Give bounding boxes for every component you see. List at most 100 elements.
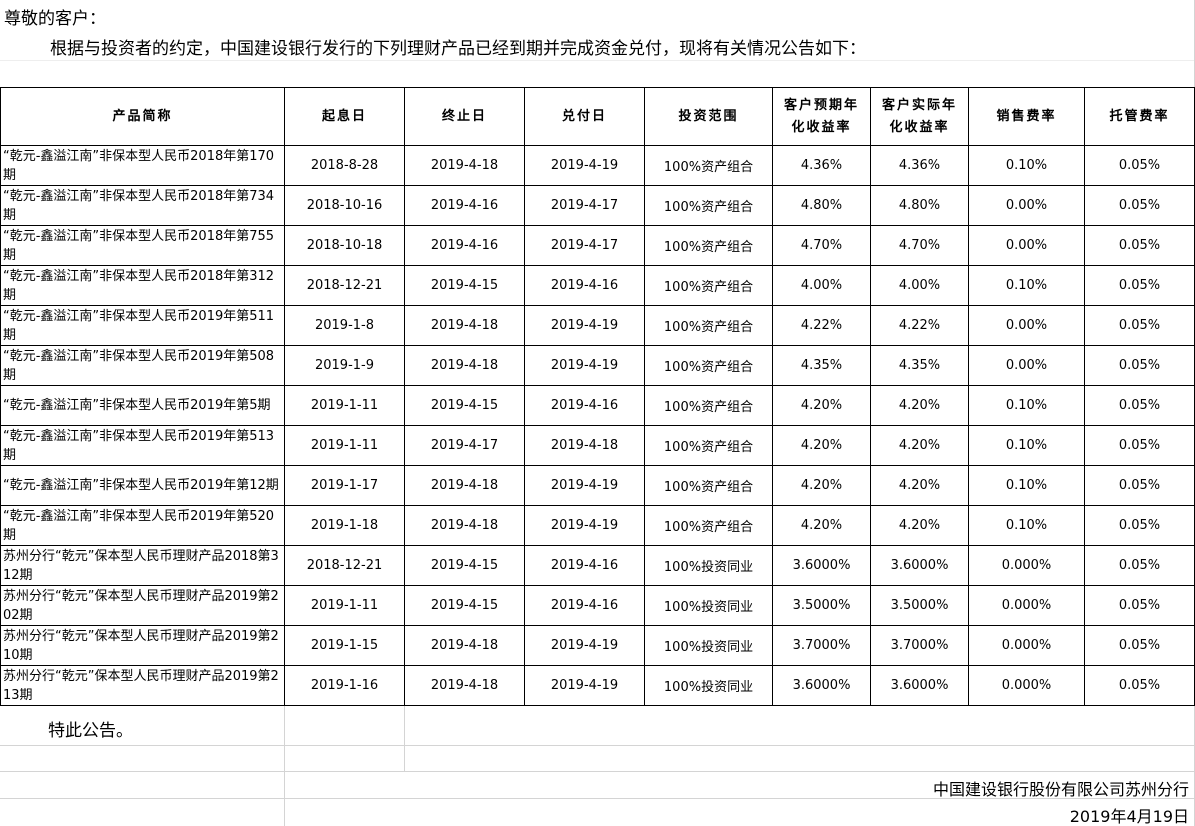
cell-product-name: “乾元-鑫溢江南”非保本型人民币2019年第12期 — [0, 465, 285, 506]
cell-end-date: 2019-4-18 — [404, 625, 525, 666]
cell-expected-yield: 4.20% — [772, 465, 871, 506]
gridline — [0, 60, 1195, 61]
header-start-date: 起息日 — [284, 87, 405, 146]
table-row: “乾元-鑫溢江南”非保本型人民币2019年第508期 2019-1-9 2019-4… — [0, 345, 1195, 386]
header-end-date: 终止日 — [404, 87, 525, 146]
cell-end-date: 2019-4-15 — [404, 545, 525, 586]
header-row: 产品简称 起息日 终止日 兑付日 投资范围 客户预期年化收益率 客户实际年化收益率 销售费率托… — [0, 87, 1195, 146]
cell-payment-date: 2019-4-16 — [524, 545, 645, 586]
cell-sales-fee: 0.00% — [968, 185, 1085, 226]
cell-expected-yield: 4.00% — [772, 265, 871, 306]
cell-start-date: 2019-1-11 — [284, 385, 405, 426]
cell-start-date: 2019-1-18 — [284, 505, 405, 546]
table-row: “乾元-鑫溢江南”非保本型人民币2018年第312期 2018-12-21 2019… — [0, 265, 1195, 306]
cell-payment-date: 2019-4-19 — [524, 305, 645, 346]
cell-actual-yield: 4.20% — [870, 425, 969, 466]
table-row: “乾元-鑫溢江南”非保本型人民币2018年第755期 2018-10-18 2019… — [0, 225, 1195, 266]
cell-expected-yield: 4.35% — [772, 345, 871, 386]
cell-product-name: 苏州分行“乾元”保本型人民币理财产品2019第213期 — [0, 665, 285, 706]
cell-custody-fee: 0.05% — [1084, 585, 1195, 626]
cell-sales-fee: 0.000% — [968, 585, 1085, 626]
cell-product-name: “乾元-鑫溢江南”非保本型人民币2018年第170期 — [0, 145, 285, 186]
cell-product-name: “乾元-鑫溢江南”非保本型人民币2018年第755期 — [0, 225, 285, 266]
cell-sales-fee: 0.10% — [968, 425, 1085, 466]
cell-start-date: 2018-12-21 — [284, 545, 405, 586]
issuer-name: 中国建设银行股份有限公司苏州分行 — [932, 780, 1189, 799]
cell-investment-scope: 100%投资同业 — [644, 665, 773, 706]
cell-expected-yield: 4.36% — [772, 145, 871, 186]
cell-sales-fee: 0.10% — [968, 465, 1085, 506]
header-investment-scope: 投资范围 — [644, 87, 773, 146]
cell-payment-date: 2019-4-19 — [524, 505, 645, 546]
cell-start-date: 2018-10-18 — [284, 225, 405, 266]
cell-start-date: 2019-1-11 — [284, 585, 405, 626]
cell-payment-date: 2019-4-19 — [524, 345, 645, 386]
cell-investment-scope: 100%资产组合 — [644, 185, 773, 226]
cell-investment-scope: 100%资产组合 — [644, 305, 773, 346]
table-row: “乾元-鑫溢江南”非保本型人民币2019年第12期 2019-1-17 2019-4… — [0, 465, 1195, 506]
cell-end-date: 2019-4-17 — [404, 425, 525, 466]
table-row: 苏州分行“乾元”保本型人民币理财产品2019第202期 2019-1-11 2019… — [0, 585, 1195, 626]
cell-product-name: “乾元-鑫溢江南”非保本型人民币2019年第5期 — [0, 385, 285, 426]
cell-custody-fee: 0.05% — [1084, 385, 1195, 426]
cell-investment-scope: 100%投资同业 — [644, 585, 773, 626]
cell-actual-yield: 4.35% — [870, 345, 969, 386]
cell-start-date: 2019-1-15 — [284, 625, 405, 666]
cell-end-date: 2019-4-15 — [404, 385, 525, 426]
table-row: 苏州分行“乾元”保本型人民币理财产品2018第312期 2018-12-21 201… — [0, 545, 1195, 586]
cell-investment-scope: 100%资产组合 — [644, 225, 773, 266]
cell-end-date: 2019-4-15 — [404, 585, 525, 626]
cell-end-date: 2019-4-18 — [404, 345, 525, 386]
header-custody-fee: 托管费率 — [1084, 87, 1195, 146]
cell-investment-scope: 100%资产组合 — [644, 465, 773, 506]
cell-end-date: 2019-4-15 — [404, 265, 525, 306]
cell-payment-date: 2019-4-16 — [524, 385, 645, 426]
table-row: “乾元-鑫溢江南”非保本型人民币2019年第5期 2019-1-11 2019-4-… — [0, 385, 1195, 426]
cell-product-name: “乾元-鑫溢江南”非保本型人民币2019年第511期 — [0, 305, 285, 346]
cell-sales-fee: 0.10% — [968, 265, 1085, 306]
products-table: 产品简称 起息日 终止日 兑付日 投资范围 客户预期年化收益率 客户实际年化收益率 销售费率托… — [0, 87, 1195, 706]
cell-actual-yield: 4.22% — [870, 305, 969, 346]
cell-actual-yield: 4.20% — [870, 385, 969, 426]
cell-payment-date: 2019-4-19 — [524, 145, 645, 186]
header-product-name: 产品简称 — [0, 87, 285, 146]
cell-end-date: 2019-4-16 — [404, 225, 525, 266]
cell-actual-yield: 4.36% — [870, 145, 969, 186]
cell-expected-yield: 4.20% — [772, 385, 871, 426]
intro-paragraph: 根据与投资者的约定，中国建设银行发行的下列理财产品已经到期并完成资金兑付，现将有… — [50, 39, 866, 59]
table-row: “乾元-鑫溢江南”非保本型人民币2018年第170期 2018-8-28 2019-… — [0, 145, 1195, 186]
cell-custody-fee: 0.05% — [1084, 345, 1195, 386]
cell-expected-yield: 3.5000% — [772, 585, 871, 626]
cell-actual-yield: 4.20% — [870, 465, 969, 506]
cell-start-date: 2019-1-9 — [284, 345, 405, 386]
table-row: 苏州分行“乾元”保本型人民币理财产品2019第210期 2019-1-15 2019… — [0, 625, 1195, 666]
cell-investment-scope: 100%资产组合 — [644, 265, 773, 306]
gridline — [0, 745, 1195, 746]
cell-actual-yield: 4.80% — [870, 185, 969, 226]
cell-actual-yield: 4.70% — [870, 225, 969, 266]
cell-investment-scope: 100%投资同业 — [644, 625, 773, 666]
cell-actual-yield: 3.6000% — [870, 665, 969, 706]
cell-custody-fee: 0.05% — [1084, 425, 1195, 466]
cell-payment-date: 2019-4-19 — [524, 665, 645, 706]
cell-payment-date: 2019-4-16 — [524, 585, 645, 626]
cell-end-date: 2019-4-16 — [404, 185, 525, 226]
cell-product-name: 苏州分行“乾元”保本型人民币理财产品2019第202期 — [0, 585, 285, 626]
cell-custody-fee: 0.05% — [1084, 665, 1195, 706]
cell-start-date: 2019-1-8 — [284, 305, 405, 346]
cell-actual-yield: 4.00% — [870, 265, 969, 306]
cell-investment-scope: 100%资产组合 — [644, 505, 773, 546]
cell-product-name: “乾元-鑫溢江南”非保本型人民币2019年第520期 — [0, 505, 285, 546]
cell-payment-date: 2019-4-19 — [524, 625, 645, 666]
cell-product-name: “乾元-鑫溢江南”非保本型人民币2018年第734期 — [0, 185, 285, 226]
gridline — [284, 705, 285, 826]
cell-expected-yield: 3.6000% — [772, 545, 871, 586]
header-payment-date: 兑付日 — [524, 87, 645, 146]
cell-custody-fee: 0.05% — [1084, 265, 1195, 306]
cell-sales-fee: 0.00% — [968, 345, 1085, 386]
cell-investment-scope: 100%资产组合 — [644, 425, 773, 466]
cell-start-date: 2019-1-11 — [284, 425, 405, 466]
closing-notice: 特此公告。 — [48, 721, 133, 741]
cell-sales-fee: 0.000% — [968, 625, 1085, 666]
